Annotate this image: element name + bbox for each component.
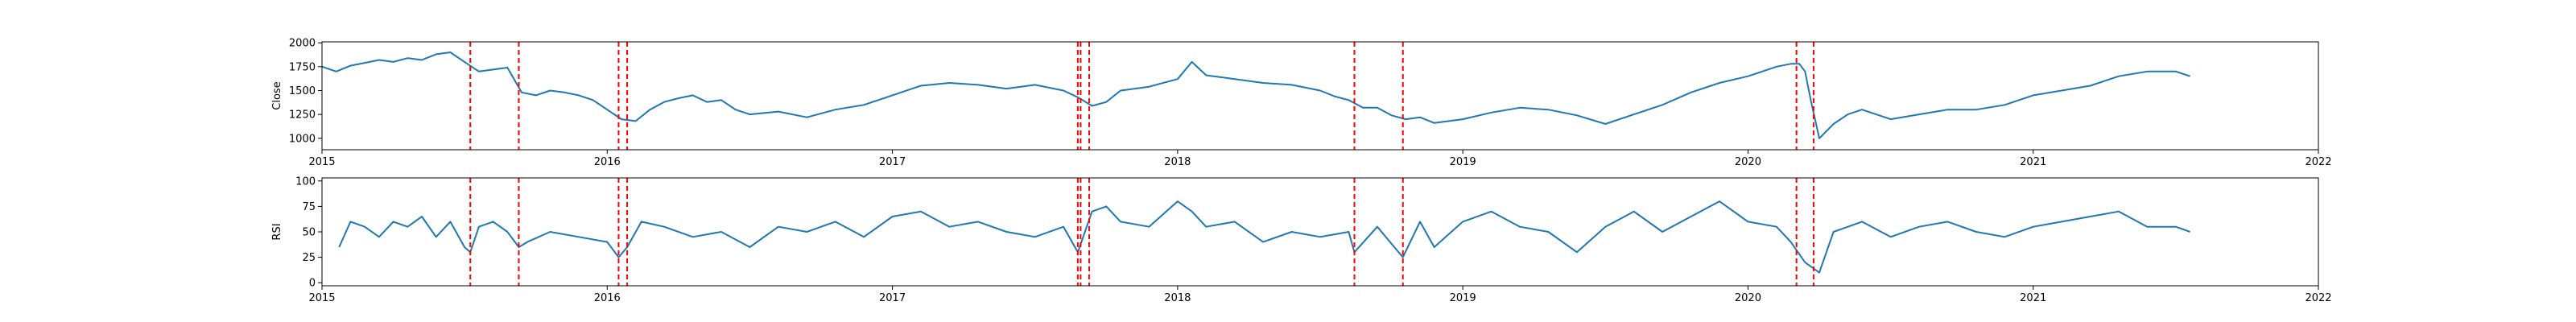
x-tick-label: 2020 <box>1735 156 1761 168</box>
x-tick-label: 2017 <box>879 292 906 304</box>
x-tick-label: 2018 <box>1164 156 1191 168</box>
x-tick-label: 2018 <box>1164 292 1191 304</box>
series-line <box>321 52 2190 139</box>
y-tick-label: 1750 <box>289 61 316 73</box>
close-panel: 2015 2016 2017 2018 2019 2020 2021 2022 1000 1250… <box>271 38 2332 168</box>
x-tick-label: 2016 <box>594 292 621 304</box>
x-tick-label: 2019 <box>1450 292 1476 304</box>
y-axis-label: Close <box>271 81 283 109</box>
rsi-panel: 2015 2016 2017 2018 2019 2020 2021 2022 0 25 50 75 1… <box>271 175 2332 304</box>
x-tick-label: 2017 <box>879 156 906 168</box>
x-tick-label: 2021 <box>2020 292 2046 304</box>
y-tick-label: 50 <box>302 227 316 239</box>
y-tick-label: 2000 <box>289 38 316 50</box>
x-tick-label: 2020 <box>1735 292 1761 304</box>
y-tick-label: 100 <box>295 175 316 188</box>
x-tick-label: 2021 <box>2020 156 2046 168</box>
y-tick-label: 75 <box>302 201 316 213</box>
y-tick-label: 0 <box>309 278 316 290</box>
x-tick-label: 2015 <box>308 156 335 168</box>
x-tick-label: 2022 <box>2305 292 2331 304</box>
y-axis-label: RSI <box>271 223 283 240</box>
y-tick-label: 25 <box>302 252 316 264</box>
y-tick-label: 1500 <box>289 85 316 97</box>
plot-frame <box>321 41 2319 151</box>
x-tick-label: 2016 <box>594 156 621 168</box>
x-tick-label: 2022 <box>2305 156 2331 168</box>
x-tick-label: 2019 <box>1450 156 1476 168</box>
x-tick-label: 2015 <box>308 292 335 304</box>
series-line <box>338 200 2190 274</box>
y-tick-label: 1250 <box>289 109 316 122</box>
y-tick-label: 1000 <box>289 133 316 145</box>
